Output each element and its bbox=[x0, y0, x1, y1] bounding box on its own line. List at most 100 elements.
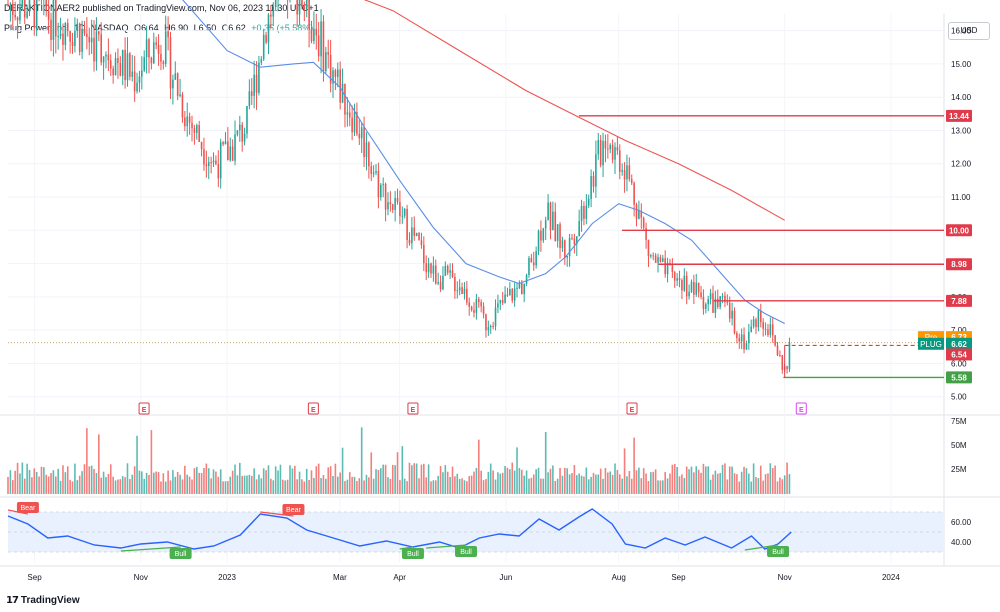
candle-body bbox=[14, 14, 16, 18]
ohlc-high: H6.90 bbox=[164, 23, 189, 33]
candle-body bbox=[188, 116, 191, 123]
candle-body bbox=[542, 228, 545, 241]
price-tag-value: 6.73 bbox=[951, 333, 967, 342]
candle-body bbox=[575, 236, 578, 245]
volume-bar bbox=[425, 477, 428, 494]
volume-bar bbox=[767, 473, 769, 494]
volume-bar bbox=[501, 472, 504, 494]
volume-bar bbox=[458, 478, 461, 494]
volume-bar bbox=[764, 474, 767, 494]
volume-bar bbox=[518, 468, 521, 494]
volume-bar bbox=[408, 462, 411, 494]
volume-bar bbox=[497, 472, 499, 494]
candle-body bbox=[138, 76, 141, 83]
volume-bar bbox=[28, 469, 31, 494]
volume-bar bbox=[442, 472, 444, 494]
candle-body bbox=[93, 37, 95, 62]
volume-bar bbox=[626, 476, 628, 494]
candle-body bbox=[480, 302, 482, 307]
candle-body bbox=[743, 334, 745, 350]
divergence-label: Bull bbox=[460, 549, 472, 556]
candle-body bbox=[239, 124, 241, 131]
divergence-line bbox=[426, 544, 467, 549]
candle-body bbox=[351, 117, 353, 133]
volume-bar bbox=[685, 466, 688, 494]
candle-body bbox=[640, 210, 643, 218]
candle-body bbox=[685, 275, 688, 297]
ohlc-close: C6.62 bbox=[221, 23, 246, 33]
volume-bar bbox=[363, 480, 365, 494]
time-tick-label: Mar bbox=[333, 573, 347, 582]
chart-svg[interactable]: E E E E E Bear Bear Bull Bull Bull Bull 5.00 6.00 7… bbox=[0, 0, 1000, 592]
candle-body bbox=[650, 255, 652, 257]
volume-bar bbox=[57, 468, 59, 494]
candle-body bbox=[341, 83, 344, 103]
volume-tick-label: 25M bbox=[951, 465, 967, 474]
volume-bar bbox=[255, 479, 258, 494]
volume-bar bbox=[726, 479, 729, 494]
volume-bar bbox=[446, 471, 449, 494]
candle-body bbox=[272, 6, 275, 17]
candle-body bbox=[329, 54, 332, 84]
candle-body bbox=[494, 307, 497, 327]
candle-body bbox=[425, 263, 428, 273]
volume-bar bbox=[284, 480, 287, 494]
candle-body bbox=[626, 165, 628, 180]
candle-body bbox=[217, 164, 220, 179]
volume-bar bbox=[222, 481, 224, 494]
candle-body bbox=[380, 184, 382, 198]
volume-bar bbox=[121, 476, 124, 494]
volume-bar bbox=[351, 476, 353, 494]
volume-bar bbox=[341, 447, 344, 494]
volume-bar bbox=[52, 470, 55, 494]
candle-body bbox=[344, 83, 346, 115]
candle-body bbox=[468, 302, 471, 307]
candle-body bbox=[325, 52, 327, 72]
price-tag-value: 6.62 bbox=[951, 340, 967, 349]
volume-bar bbox=[83, 464, 86, 494]
volume-bar bbox=[198, 472, 200, 494]
volume-bar bbox=[575, 475, 578, 494]
candle-body bbox=[389, 202, 392, 205]
tradingview-logo[interactable]: 17 TradingView bbox=[6, 595, 80, 606]
volume-bar bbox=[98, 434, 100, 494]
candle-body bbox=[695, 282, 698, 295]
candle-body bbox=[614, 147, 616, 160]
volume-bar bbox=[157, 472, 160, 494]
candle-body bbox=[709, 293, 712, 300]
candle-body bbox=[740, 334, 743, 342]
currency-button[interactable]: USD bbox=[948, 22, 990, 40]
volume-bar bbox=[329, 466, 332, 494]
volume-bar bbox=[109, 464, 112, 494]
earnings-marker bbox=[407, 402, 419, 415]
price-tag-name-box bbox=[918, 337, 944, 350]
volume-bar bbox=[444, 465, 447, 494]
volume-bar bbox=[64, 472, 67, 494]
volume-bar bbox=[463, 480, 466, 494]
volume-bar bbox=[604, 468, 607, 494]
candle-body bbox=[109, 60, 112, 69]
volume-bar bbox=[193, 468, 196, 494]
candle-body bbox=[726, 301, 729, 303]
candle-body bbox=[248, 91, 251, 107]
volume-bar bbox=[477, 439, 480, 494]
volume-bar bbox=[666, 478, 669, 494]
symbol-title[interactable]: Plug Power, Inc., 1D, NASDAQ bbox=[4, 23, 129, 33]
candle-body bbox=[456, 290, 459, 292]
volume-bar bbox=[217, 476, 220, 494]
volume-bar bbox=[745, 468, 748, 494]
volume-bar bbox=[542, 478, 545, 494]
volume-bar bbox=[186, 474, 189, 494]
candle-body bbox=[35, 0, 38, 28]
candle-body bbox=[145, 39, 148, 58]
candle-body bbox=[475, 299, 478, 313]
candle-body bbox=[243, 133, 246, 142]
candle-body bbox=[590, 176, 592, 199]
volume-bar bbox=[262, 468, 265, 494]
candle-body bbox=[554, 211, 557, 241]
price-tick-label: 6.00 bbox=[951, 359, 967, 368]
candle-body bbox=[537, 230, 540, 252]
candle-body bbox=[52, 0, 55, 40]
volume-bar bbox=[124, 477, 126, 494]
candle-body bbox=[444, 265, 447, 276]
